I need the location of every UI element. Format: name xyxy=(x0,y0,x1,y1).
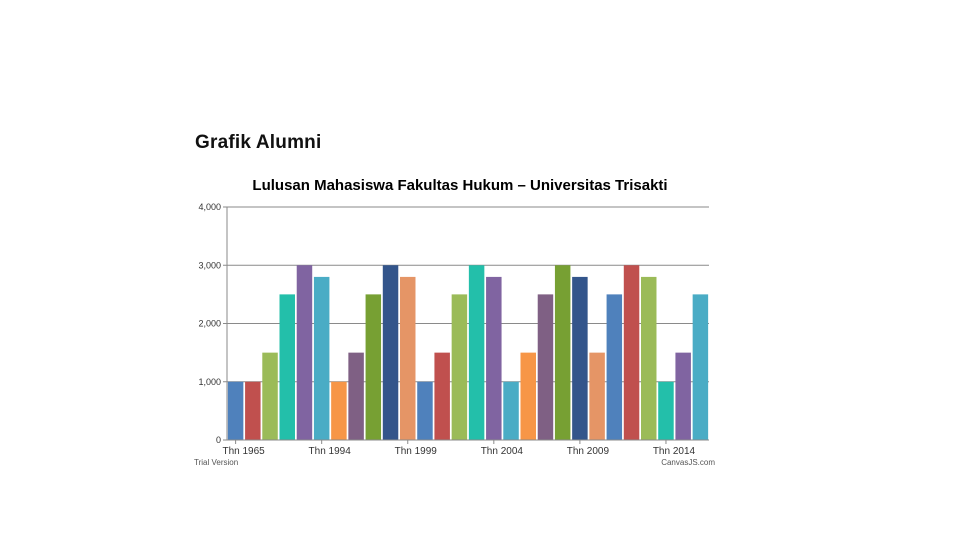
bar[interactable] xyxy=(675,352,691,441)
bar[interactable] xyxy=(589,352,605,441)
y-tick-label: 1,000 xyxy=(198,377,221,387)
bar[interactable] xyxy=(245,381,261,440)
bar[interactable] xyxy=(641,276,657,440)
bar[interactable] xyxy=(451,294,468,441)
bar[interactable] xyxy=(382,265,399,440)
bar[interactable] xyxy=(262,352,278,441)
x-axis-ticks: Thn 1965 Thn 1994 Thn 1999 Thn 2004 Thn 2009… xyxy=(222,440,696,457)
bar[interactable] xyxy=(537,294,554,441)
bar[interactable] xyxy=(331,381,347,440)
x-tick-label: Thn 1994 xyxy=(309,446,352,457)
page-heading: Grafik Alumni xyxy=(195,132,322,153)
bar[interactable] xyxy=(296,265,313,440)
y-tick-label: 4,000 xyxy=(198,202,221,212)
bar[interactable] xyxy=(606,294,623,441)
bar[interactable] xyxy=(503,381,519,440)
bar[interactable] xyxy=(486,276,502,440)
axes xyxy=(226,207,709,441)
bar[interactable] xyxy=(227,381,244,440)
y-tick-label: 0 xyxy=(216,435,221,445)
bar[interactable] xyxy=(658,381,674,440)
canvasjs-credit-link[interactable]: CanvasJS.com xyxy=(661,458,715,467)
bar[interactable] xyxy=(468,265,485,440)
y-axis-ticks: 0 1,000 2,000 3,000 4,000 xyxy=(198,202,227,445)
x-tick-label: Thn 1965 xyxy=(222,446,265,457)
bar[interactable] xyxy=(348,352,364,441)
y-tick-label: 2,000 xyxy=(198,319,221,329)
bar[interactable] xyxy=(313,276,330,440)
trial-version-label: Trial Version xyxy=(194,458,238,467)
bar[interactable] xyxy=(417,381,433,440)
x-tick-label: Thn 1999 xyxy=(395,446,438,457)
chart-title: Lulusan Mahasiswa Fakultas Hukum – Unive… xyxy=(252,177,667,194)
bar[interactable] xyxy=(623,265,640,440)
x-tick-label: Thn 2009 xyxy=(567,446,610,457)
bar[interactable] xyxy=(554,265,571,440)
x-tick-label: Thn 2014 xyxy=(653,446,696,457)
bar[interactable] xyxy=(400,276,416,440)
bar[interactable] xyxy=(520,352,536,441)
x-tick-label: Thn 2004 xyxy=(481,446,524,457)
bar[interactable] xyxy=(365,294,382,441)
bar[interactable] xyxy=(692,294,709,441)
bar[interactable] xyxy=(434,352,450,441)
bar[interactable] xyxy=(572,276,588,440)
bars xyxy=(227,265,709,441)
bar[interactable] xyxy=(279,294,295,441)
y-tick-label: 3,000 xyxy=(198,260,221,270)
